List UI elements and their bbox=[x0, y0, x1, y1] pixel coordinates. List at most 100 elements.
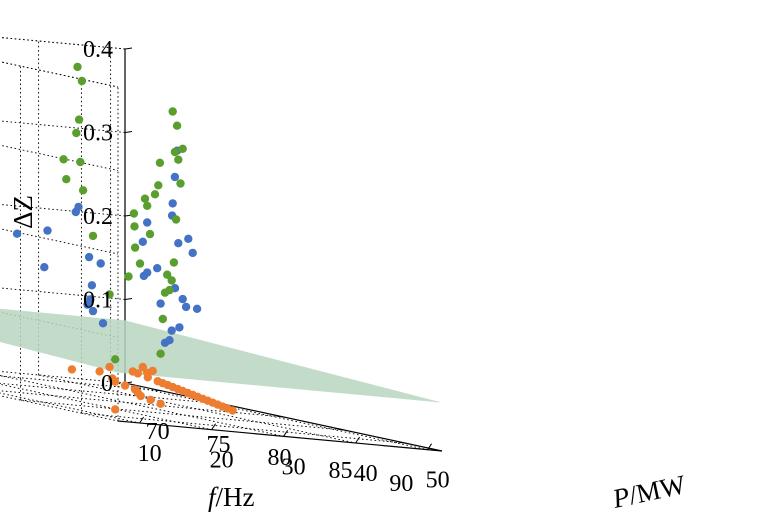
data-point-series-2 bbox=[169, 258, 179, 267]
f-tick-label: 75 bbox=[207, 432, 231, 458]
data-point-series-3 bbox=[67, 365, 77, 374]
data-point-series-1 bbox=[167, 326, 176, 335]
data-point-series-3 bbox=[146, 395, 155, 405]
data-point-series-2 bbox=[129, 209, 139, 218]
floor-grid-line-p bbox=[110, 381, 428, 451]
data-point-series-1 bbox=[175, 323, 184, 332]
y-axis-title: P/MW bbox=[609, 469, 689, 514]
data-point-series-1 bbox=[138, 237, 147, 246]
data-point-series-2 bbox=[88, 231, 98, 241]
data-point-series-2 bbox=[167, 276, 176, 285]
floor-grid-line-p bbox=[0, 383, 212, 431]
p-tick bbox=[427, 443, 433, 450]
data-point-series-2 bbox=[72, 128, 81, 138]
p-tick-label: 10 bbox=[138, 441, 162, 467]
data-point-series-2 bbox=[163, 270, 172, 279]
data-point-series-3 bbox=[138, 362, 147, 372]
data-point-series-1 bbox=[168, 199, 177, 208]
data-point-series-2 bbox=[176, 179, 185, 188]
data-point-series-2 bbox=[172, 121, 182, 130]
f-tick-label: 80 bbox=[268, 445, 292, 471]
data-point-series-2 bbox=[160, 288, 170, 297]
data-point-series-2 bbox=[140, 194, 150, 203]
data-point-series-1 bbox=[98, 319, 108, 328]
data-point-series-1 bbox=[192, 304, 202, 313]
x-axis-symbol: f bbox=[208, 482, 219, 512]
data-point-series-3 bbox=[133, 369, 142, 378]
p-tick-label: 40 bbox=[354, 461, 378, 487]
f-tick bbox=[398, 441, 406, 444]
data-point-series-2 bbox=[76, 157, 85, 167]
data-point-series-1 bbox=[43, 226, 52, 235]
f-tick-label: 85 bbox=[328, 458, 352, 484]
data-point-series-3 bbox=[95, 367, 104, 376]
floor-grid-line-f bbox=[20, 399, 345, 431]
data-point-series-2 bbox=[170, 147, 180, 157]
data-point-series-1 bbox=[156, 299, 165, 308]
data-point-series-2 bbox=[168, 107, 177, 116]
labels-layer: 0 0.1 0.2 0.3 0.4 70 75 80 85 90 10 20 30 40 50 bbox=[83, 37, 450, 497]
f-tick-label: 70 bbox=[146, 419, 170, 445]
data-point-series-1 bbox=[178, 294, 187, 304]
data-point-series-1 bbox=[184, 234, 193, 243]
data-point-series-1 bbox=[139, 271, 149, 281]
floor-grid-line-f bbox=[81, 412, 406, 444]
data-point-series-2 bbox=[130, 243, 140, 252]
data-point-series-1 bbox=[153, 264, 162, 273]
data-point-series-2 bbox=[155, 158, 165, 167]
floor-grid-line-p bbox=[38, 374, 356, 444]
data-point-series-2 bbox=[74, 115, 84, 124]
data-point-series-2 bbox=[130, 222, 139, 231]
surface-plane bbox=[0, 308, 442, 403]
data-point-series-1 bbox=[84, 252, 94, 262]
data-point-series-2 bbox=[124, 272, 133, 281]
data-point-series-1 bbox=[143, 218, 152, 227]
data-point-series-2 bbox=[178, 144, 187, 153]
data-point-series-1 bbox=[88, 306, 98, 316]
data-point-series-2 bbox=[154, 181, 163, 190]
data-point-series-3 bbox=[136, 391, 145, 401]
p-tick bbox=[283, 430, 289, 437]
data-point-series-2 bbox=[156, 349, 165, 358]
data-point-series-2 bbox=[145, 229, 155, 239]
data-point-series-1 bbox=[86, 295, 95, 304]
data-point-series-3 bbox=[110, 377, 120, 386]
p-tick bbox=[211, 423, 217, 430]
data-point-series-2 bbox=[62, 175, 71, 184]
data-point-series-2 bbox=[59, 155, 68, 164]
data-point-series-3 bbox=[105, 362, 114, 372]
f-tick-label: 90 bbox=[389, 471, 413, 497]
z-axis-title: ΔZ bbox=[8, 195, 38, 229]
y-axis-symbol: P bbox=[609, 481, 632, 514]
data-point-series-3 bbox=[228, 406, 237, 415]
data-point-series-1 bbox=[87, 281, 97, 290]
floor-grid-line-p bbox=[0, 392, 140, 424]
data-point-series-2 bbox=[171, 215, 181, 224]
z-tick bbox=[124, 298, 133, 300]
p-tick-label: 30 bbox=[282, 454, 306, 480]
f-tick bbox=[337, 428, 345, 431]
data-point-series-2 bbox=[143, 201, 152, 210]
f-tick bbox=[276, 415, 284, 418]
z-tick-label: 0.4 bbox=[83, 37, 113, 63]
box-edge bbox=[0, 61, 119, 88]
z-tick bbox=[124, 47, 133, 50]
data-point-series-1 bbox=[96, 259, 105, 268]
p-tick-label: 50 bbox=[426, 468, 450, 494]
axes-layer bbox=[117, 47, 443, 452]
data-point-series-2 bbox=[158, 314, 167, 324]
z-tick-label: 0.3 bbox=[83, 121, 113, 147]
z-tick-label: 0.1 bbox=[83, 288, 113, 314]
z-tick-label: 0 bbox=[101, 371, 113, 397]
data-point-series-2 bbox=[105, 290, 114, 299]
data-point-series-1 bbox=[174, 239, 183, 248]
data-point-series-1 bbox=[40, 263, 49, 272]
data-point-series-2 bbox=[135, 259, 145, 268]
data-point-series-1 bbox=[181, 302, 191, 312]
data-point-series-1 bbox=[188, 248, 197, 258]
data-point-series-1 bbox=[12, 229, 22, 238]
data-point-series-3 bbox=[148, 366, 157, 376]
points-layer bbox=[12, 62, 237, 415]
data-point-series-1 bbox=[160, 338, 170, 347]
